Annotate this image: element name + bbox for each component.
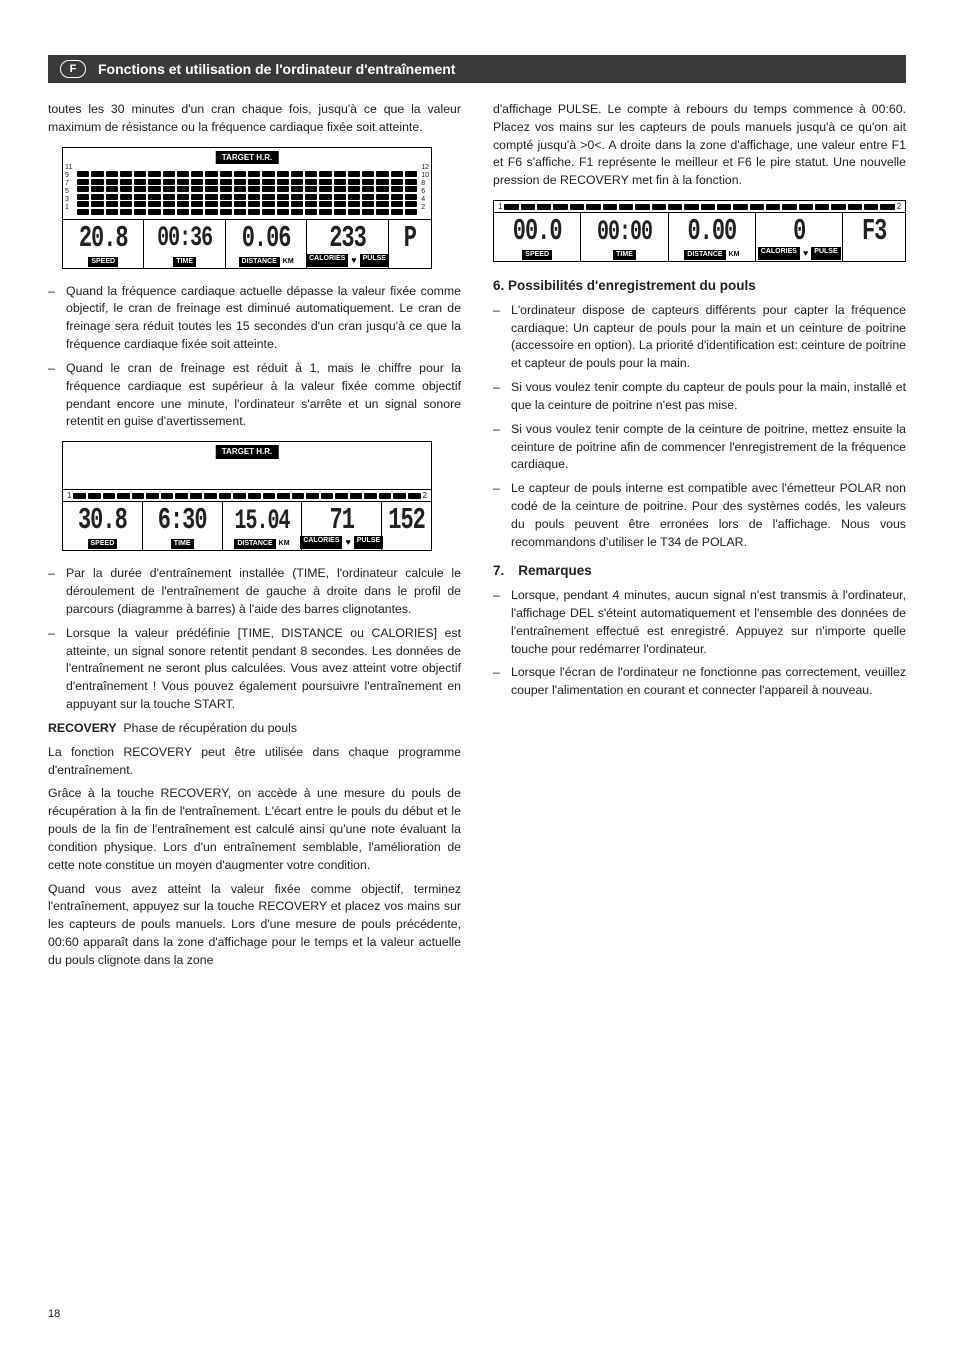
pulse-value: P bbox=[404, 216, 416, 261]
section-7-title: 7.Remarques bbox=[493, 561, 906, 581]
speed-cell: 00.0 SPEED bbox=[494, 213, 581, 261]
distance-cell: 15.04 DISTANCEKM bbox=[223, 502, 303, 550]
list-item: Le capteur de pouls interne est compatib… bbox=[493, 480, 906, 551]
bullet-list-1: Quand la fréquence cardiaque actuelle dé… bbox=[48, 283, 461, 432]
recovery-p1: La fonction RECOVERY peut être utilisée … bbox=[48, 744, 461, 780]
list-item: Si vous voulez tenir compte de la ceintu… bbox=[493, 421, 906, 474]
lcd-display-3: 1 2 00.0 SPEED 00:00 TIME 0.0 bbox=[493, 200, 906, 262]
pulse-cell: F3 bbox=[843, 213, 905, 261]
list-item: Lorsque la valeur prédéfinie [TIME, DIST… bbox=[48, 625, 461, 714]
calories-cell: 71 CALORIES♥PULSE bbox=[302, 502, 382, 550]
header-title: Fonctions et utilisation de l'ordinateur… bbox=[98, 61, 455, 77]
speed-cell: 20.8 SPEED bbox=[63, 220, 144, 268]
list-item: Si vous voulez tenir compte du capteur d… bbox=[493, 379, 906, 415]
page-header: F Fonctions et utilisation de l'ordinate… bbox=[48, 55, 906, 83]
recovery-heading: RECOVERY Phase de récupération du pouls bbox=[48, 720, 461, 738]
list-item: Lorsque l'écran de l'ordinateur ne fonct… bbox=[493, 664, 906, 700]
lcd-top-2: TARGET H.R. bbox=[63, 442, 431, 490]
bullet-list-2: Par la durée d'entraînement installée (T… bbox=[48, 565, 461, 714]
bar-chart-grid bbox=[77, 164, 417, 215]
lcd-bottom-3: 00.0 SPEED 00:00 TIME 0.00 DISTANCEKM 0 … bbox=[494, 213, 905, 261]
page-number: 18 bbox=[48, 1308, 60, 1320]
speed-value: 20.8 bbox=[79, 216, 128, 261]
list-item: Quand le cran de freinage est réduit à 1… bbox=[48, 360, 461, 431]
distance-value: 0.06 bbox=[242, 216, 291, 261]
target-hr-label: TARGET H.R. bbox=[216, 151, 279, 165]
time-value: 00:36 bbox=[157, 218, 212, 259]
content-columns: toutes les 30 minutes d'un cran chaque f… bbox=[48, 101, 906, 976]
lcd-bottom-1: 20.8 SPEED 00:36 TIME 0.06 DISTANCEKM 23… bbox=[63, 220, 431, 268]
heart-icon: ♥ bbox=[803, 247, 808, 260]
time-cell: 6:30 TIME bbox=[143, 502, 223, 550]
lcd-display-2: TARGET H.R. 1 2 30.8 SPEED 6:30 TIM bbox=[62, 441, 432, 551]
section-6-title: 6. Possibilités d'enregistrement du poul… bbox=[493, 276, 906, 296]
calories-cell: 233 CALORIES♥PULSE bbox=[307, 220, 388, 268]
list-item: Par la durée d'entraînement installée (T… bbox=[48, 565, 461, 618]
distance-cell: 0.00 DISTANCEKM bbox=[669, 213, 756, 261]
distance-cell: 0.06 DISTANCEKM bbox=[226, 220, 307, 268]
pulse-cell: P bbox=[389, 220, 431, 268]
y-axis-left: 119 75 31 bbox=[65, 164, 72, 212]
left-column: toutes les 30 minutes d'un cran chaque f… bbox=[48, 101, 461, 976]
time-cell: 00:36 TIME bbox=[144, 220, 225, 268]
lcd-bottom-2: 30.8 SPEED 6:30 TIME 15.04 DISTANCEKM 71… bbox=[63, 502, 431, 550]
target-hr-label: TARGET H.R. bbox=[216, 445, 279, 459]
pulse-cell: 152 bbox=[382, 502, 431, 550]
heart-icon: ♥ bbox=[345, 536, 350, 549]
lcd-display-1: TARGET H.R. 119 75 31 1210 86 42 20.8 SP… bbox=[62, 147, 432, 269]
recovery-p2: Grâce à la touche RECOVERY, on accède à … bbox=[48, 785, 461, 874]
lcd-top-1: TARGET H.R. 119 75 31 1210 86 42 bbox=[63, 148, 431, 220]
language-badge: F bbox=[60, 60, 86, 78]
list-item: Lorsque, pendant 4 minutes, aucun signal… bbox=[493, 587, 906, 658]
y-axis-right: 1210 86 42 bbox=[421, 164, 429, 212]
calories-cell: 0 CALORIES♥PULSE bbox=[756, 213, 843, 261]
right-column: d'affichage PULSE. Le compte à rebours d… bbox=[493, 101, 906, 976]
intro-paragraph: toutes les 30 minutes d'un cran chaque f… bbox=[48, 101, 461, 137]
speed-cell: 30.8 SPEED bbox=[63, 502, 143, 550]
heart-icon: ♥ bbox=[351, 254, 356, 267]
list-item: Quand la fréquence cardiaque actuelle dé… bbox=[48, 283, 461, 354]
section-6-bullets: L'ordinateur dispose de capteurs différe… bbox=[493, 302, 906, 552]
section-7-bullets: Lorsque, pendant 4 minutes, aucun signal… bbox=[493, 587, 906, 700]
recovery-p3: Quand vous avez atteint la valeur fixée … bbox=[48, 881, 461, 970]
continuation-paragraph: d'affichage PULSE. Le compte à rebours d… bbox=[493, 101, 906, 190]
time-cell: 00:00 TIME bbox=[581, 213, 668, 261]
list-item: L'ordinateur dispose de capteurs différe… bbox=[493, 302, 906, 373]
